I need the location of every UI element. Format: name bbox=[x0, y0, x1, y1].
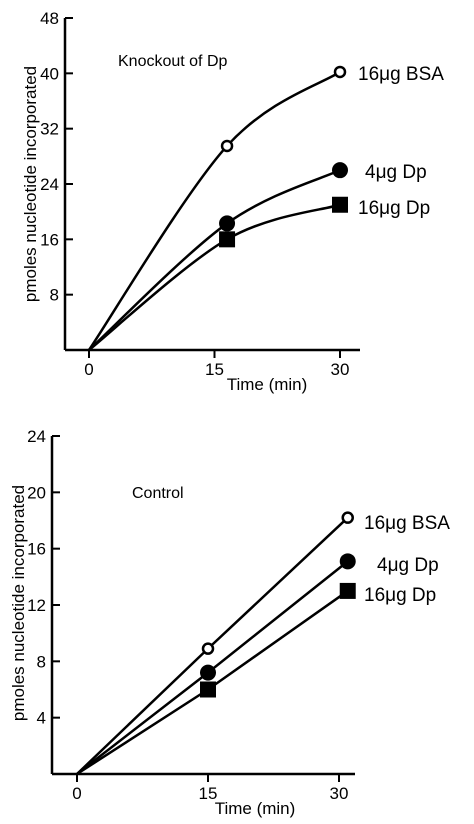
data-point-open-circle bbox=[220, 139, 234, 153]
data-point-filled-square bbox=[332, 196, 348, 213]
series-label-1: 16μg BSA bbox=[364, 513, 450, 534]
x-tick-label: 30 bbox=[331, 360, 350, 379]
y-tick-label: 32 bbox=[40, 120, 59, 139]
y-tick-label: 24 bbox=[40, 175, 59, 194]
x-tick-label: 0 bbox=[84, 360, 93, 379]
series-label-2: 4μg Dp bbox=[377, 555, 439, 576]
panel-title: Control bbox=[132, 485, 184, 502]
y-tick-label: 12 bbox=[27, 596, 46, 615]
data-point-filled-square bbox=[200, 681, 216, 698]
series-label-3: 16μg Dp bbox=[364, 585, 436, 606]
y-tick-label: 8 bbox=[50, 286, 59, 305]
data-point-filled-circle bbox=[200, 664, 216, 681]
x-axis-label: Time (min) bbox=[215, 799, 296, 818]
x-axis-label: Time (min) bbox=[227, 375, 308, 394]
y-axis-label: pmoles nucleotide incorporated bbox=[9, 485, 28, 721]
x-tick-label: 0 bbox=[72, 784, 81, 803]
y-tick-label: 40 bbox=[40, 64, 59, 83]
data-point-open-circle bbox=[333, 65, 347, 79]
panel-title: Knockout of Dp bbox=[118, 53, 228, 70]
series-line-2 bbox=[88, 169, 341, 351]
data-point-filled-square bbox=[219, 231, 236, 248]
x-tick-label: 15 bbox=[199, 784, 218, 803]
x-tick-label: 30 bbox=[330, 784, 349, 803]
y-tick-label: 16 bbox=[40, 230, 59, 249]
y-tick-label: 8 bbox=[37, 652, 46, 671]
y-tick-label: 24 bbox=[27, 427, 46, 446]
data-point-filled-square bbox=[339, 582, 356, 599]
x-tick-label: 15 bbox=[205, 360, 224, 379]
series-label-1: 16μg BSA bbox=[358, 64, 444, 85]
y-tick-label: 16 bbox=[27, 540, 46, 559]
series-label-3: 16μg Dp bbox=[358, 198, 430, 219]
data-point-filled-circle bbox=[219, 215, 236, 232]
y-tick-label: 4 bbox=[37, 709, 46, 728]
series-label-2: 4μg Dp bbox=[365, 162, 427, 183]
y-tick-label: 48 bbox=[40, 9, 59, 28]
series-line-1 bbox=[87, 70, 341, 351]
series-line-3 bbox=[88, 203, 341, 351]
data-point-open-circle bbox=[341, 511, 354, 524]
y-tick-label: 20 bbox=[27, 483, 46, 502]
data-point-filled-circle bbox=[332, 162, 348, 179]
data-point-filled-circle bbox=[339, 553, 356, 570]
chart-panel-2: 4 8 12 16 20 24 0 15 30 Time (min) pmoles nucleoti… bbox=[9, 427, 450, 818]
y-axis-label: pmoles nucleotide incorporated bbox=[21, 66, 40, 302]
data-point-open-circle bbox=[201, 642, 215, 655]
chart-panel-1: 8 16 24 32 40 48 0 15 30 Time (min) pmoles nucleot… bbox=[21, 9, 444, 394]
